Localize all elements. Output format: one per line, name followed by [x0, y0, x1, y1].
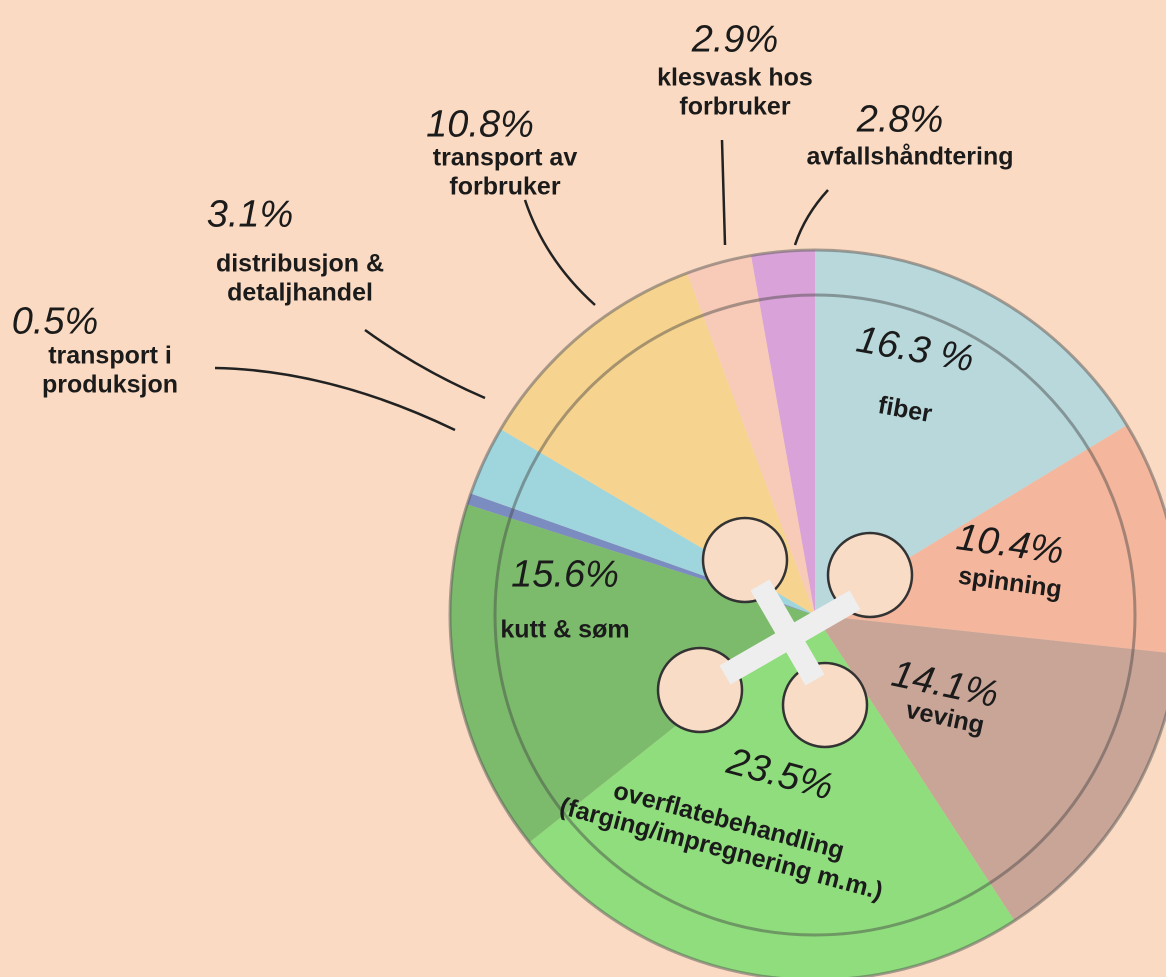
- value-label: 15.6%: [511, 554, 619, 597]
- category-label: transport i produksjon: [0, 341, 225, 399]
- leader-line: [525, 200, 595, 305]
- leader-line: [215, 368, 455, 430]
- leader-line: [795, 190, 828, 245]
- button-hole: [783, 663, 867, 747]
- value-label: 3.1%: [207, 194, 294, 237]
- value-label: 2.9%: [692, 19, 779, 62]
- leader-line: [722, 140, 725, 245]
- category-label: distribusjon & detaljhandel: [170, 249, 430, 307]
- value-label: 10.8%: [426, 104, 534, 147]
- category-label: avfallshåndtering: [770, 143, 1050, 172]
- value-label: 0.5%: [12, 301, 99, 344]
- leader-line: [365, 330, 485, 398]
- category-label: transport av forbruker: [395, 143, 615, 201]
- page: 16.3 %fiber10.4%spinning14.1%veving23.5%…: [0, 0, 1166, 977]
- value-label: 2.8%: [857, 99, 944, 142]
- category-label: klesvask hos forbruker: [635, 63, 835, 121]
- category-label: kutt & søm: [465, 616, 665, 645]
